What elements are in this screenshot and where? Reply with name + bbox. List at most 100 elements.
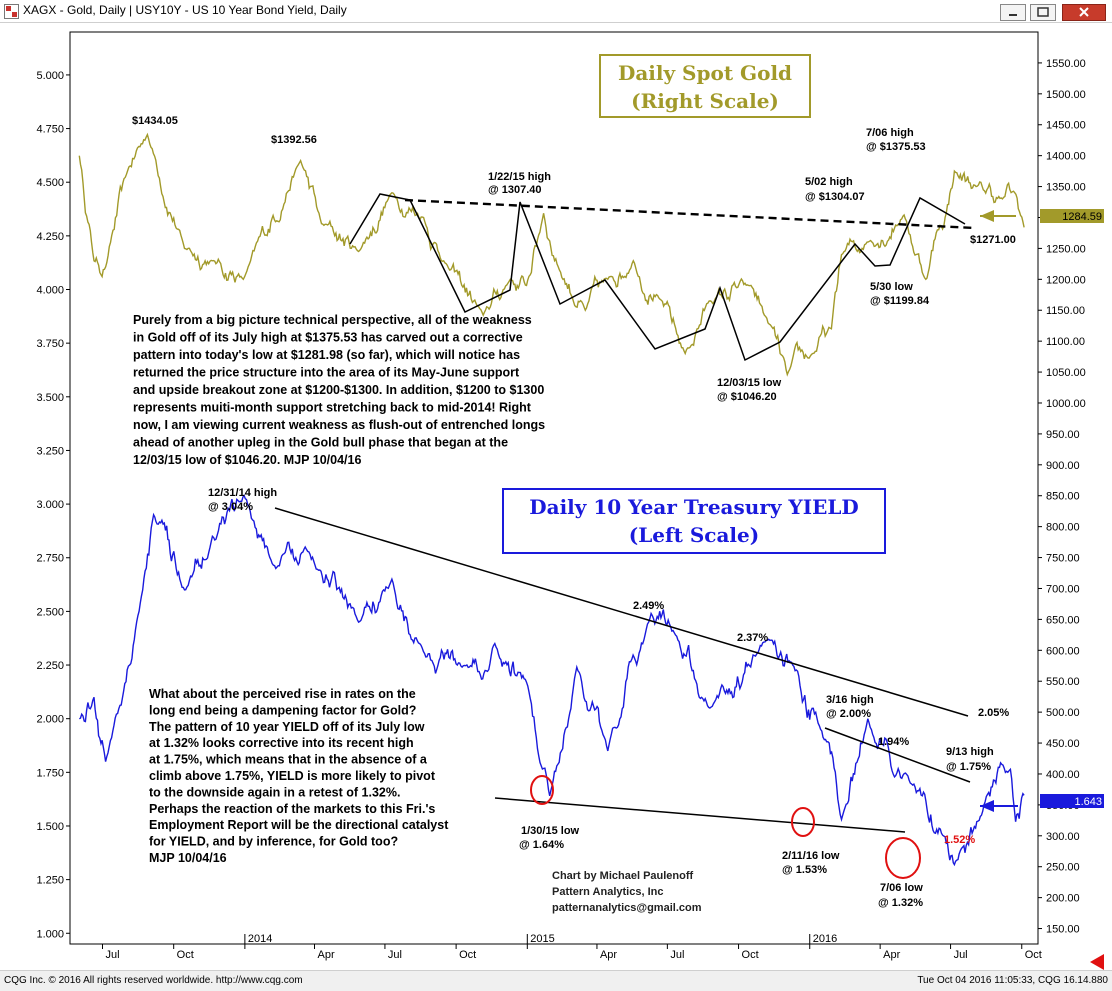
- ann-194: 1.94%: [878, 736, 909, 748]
- minimize-button[interactable]: [1000, 4, 1026, 21]
- ann-1375-b: @ $1375.53: [866, 141, 926, 153]
- yield-recent-downtrend-line: [824, 727, 971, 783]
- ann-132-b: @ 1.32%: [878, 897, 923, 909]
- gold-title-line1: Daily Spot Gold: [618, 61, 792, 85]
- left-tick-label: 2.500: [36, 606, 64, 618]
- x-tick-label: Apr: [883, 949, 900, 961]
- yield-trendlines: [274, 507, 971, 833]
- right-tick-label: 600.00: [1046, 645, 1080, 657]
- ann-1304-a: 5/02 high: [805, 176, 853, 188]
- title-bar: XAGX - Gold, Daily | USY10Y - US 10 Year…: [0, 0, 1112, 23]
- commentary-line: at 1.75%, which means that in the absenc…: [149, 753, 428, 767]
- right-tick-label: 1100.00: [1046, 336, 1085, 348]
- yield-last-value-label: 1.643: [980, 794, 1104, 812]
- left-tick-label: 3.500: [36, 392, 64, 404]
- credit-line1: Chart by Michael Paulenoff: [552, 870, 694, 882]
- ann-175-a: 9/13 high: [946, 746, 994, 758]
- chart-credit: Chart by Michael Paulenoff Pattern Analy…: [552, 870, 702, 914]
- commentary-line: Perhaps the reaction of the markets to t…: [149, 802, 435, 816]
- gold-title-line2: (Right Scale): [631, 89, 779, 113]
- right-tick-label: 1150.00: [1046, 305, 1085, 317]
- left-tick-label: 3.750: [36, 338, 64, 350]
- ann-1199-a: 5/30 low: [870, 281, 913, 293]
- right-tick-label: 450.00: [1046, 738, 1080, 750]
- yield-title-line1: Daily 10 Year Treasury YIELD: [529, 495, 858, 519]
- ann-1434: $1434.05: [132, 115, 178, 127]
- ann-205: 2.05%: [978, 707, 1009, 719]
- yield-title-line2: (Left Scale): [629, 523, 759, 547]
- commentary-line: Purely from a big picture technical pers…: [133, 313, 532, 327]
- commentary-line: for YIELD, and by inference, for Gold to…: [149, 835, 398, 849]
- ann-200-a: 3/16 high: [826, 694, 874, 706]
- right-tick-label: 1000.00: [1046, 398, 1086, 410]
- gold-price-series: [78, 132, 1025, 377]
- gold-dashed-resistance: [404, 198, 976, 230]
- commentary-line: to the downside again in a retest of 1.3…: [149, 785, 400, 799]
- right-tick-label: 1550.00: [1046, 58, 1086, 70]
- ann-200-b: @ 2.00%: [826, 708, 871, 720]
- right-tick-label: 1500.00: [1046, 89, 1086, 101]
- commentary-line: The pattern of 10 year YIELD off of its …: [149, 720, 425, 734]
- right-tick-label: 800.00: [1046, 522, 1080, 534]
- x-tick-label: Jul: [388, 949, 402, 961]
- yield-low-markers: [530, 775, 921, 879]
- x-tick-label: Oct: [1025, 949, 1042, 961]
- status-bar: CQG Inc. © 2016 All rights reserved worl…: [0, 970, 1112, 991]
- commentary-line: returned the price structure into the ar…: [133, 366, 520, 380]
- ann-1307-a: 1/22/15 high: [488, 171, 551, 183]
- right-tick-label: 200.00: [1046, 893, 1080, 905]
- ann-1307-b: @ 1307.40: [488, 184, 542, 196]
- commentary-line: at 1.32% looks corrective into its recen…: [149, 736, 414, 750]
- chart-area: 5.000 4.750 4.500 4.250 4.000 3.750 3.500 3.250…: [0, 22, 1112, 970]
- yield-series: [78, 494, 1025, 867]
- close-button[interactable]: [1062, 4, 1106, 21]
- chart-svg: 5.000 4.750 4.500 4.250 4.000 3.750 3.500 3.250…: [36, 31, 1104, 970]
- circle-marker-1: [530, 775, 554, 805]
- right-tick-label: 1350.00: [1046, 182, 1086, 194]
- ann-152: 1.52%: [944, 834, 975, 846]
- x-tick-label: Oct: [742, 949, 759, 961]
- right-tick-label: 950.00: [1046, 429, 1080, 441]
- left-tick-label: 3.000: [36, 499, 64, 511]
- right-tick-label: 1050.00: [1046, 367, 1086, 379]
- maximize-button[interactable]: [1030, 4, 1056, 21]
- x-tick-label: Jul: [105, 949, 119, 961]
- yield-commentary: What about the perceived rise in rates o…: [149, 687, 449, 865]
- left-tick-label: 4.750: [36, 124, 64, 136]
- gold-trendlines: [349, 193, 976, 362]
- x-tick-label: Oct: [459, 949, 476, 961]
- right-tick-label: 900.00: [1046, 460, 1080, 472]
- commentary-line: in Gold off of its July high at $1375.53…: [133, 331, 523, 345]
- ann-153-a: 2/11/16 low: [782, 850, 840, 862]
- ann-175-b: @ 1.75%: [946, 761, 991, 773]
- yield-title-box: Daily 10 Year Treasury YIELD (Left Scale…: [502, 488, 886, 554]
- right-tick-label: 750.00: [1046, 553, 1080, 565]
- gold-commentary: Purely from a big picture technical pers…: [133, 313, 545, 467]
- x-tick-label: Oct: [177, 949, 194, 961]
- yield-downtrend-line: [274, 507, 969, 717]
- ann-1271: $1271.00: [970, 234, 1016, 246]
- x-tick-label: 2016: [813, 933, 837, 945]
- left-tick-label: 5.000: [36, 70, 64, 82]
- ann-132-a: 7/06 low: [880, 882, 923, 894]
- ann-1304-b: @ $1304.07: [805, 191, 865, 203]
- right-tick-label: 850.00: [1046, 491, 1080, 503]
- gold-arrow-icon: [980, 210, 994, 222]
- commentary-line: 12/03/15 low of $1046.20. MJP 10/04/16: [133, 453, 361, 467]
- ann-304-b: @ 3.04%: [208, 501, 253, 513]
- right-tick-label: 700.00: [1046, 583, 1080, 595]
- left-tick-label: 2.250: [36, 660, 64, 672]
- circle-marker-2: [791, 807, 815, 837]
- x-tick-label: 2014: [248, 933, 272, 945]
- left-tick-label: 1.000: [36, 928, 64, 940]
- scroll-left-arrow-icon[interactable]: [1090, 954, 1104, 970]
- ann-1375-a: 7/06 high: [866, 127, 914, 139]
- ann-153-b: @ 1.53%: [782, 864, 827, 876]
- left-tick-label: 2.000: [36, 714, 64, 726]
- commentary-line: climb above 1.75%, YIELD is more likely …: [149, 769, 436, 783]
- x-tick-label: 2015: [530, 933, 554, 945]
- left-tick-label: 2.750: [36, 553, 64, 565]
- ann-164-b: @ 1.64%: [519, 839, 564, 851]
- right-tick-label: 400.00: [1046, 769, 1080, 781]
- gold-zigzag-line: [349, 193, 966, 362]
